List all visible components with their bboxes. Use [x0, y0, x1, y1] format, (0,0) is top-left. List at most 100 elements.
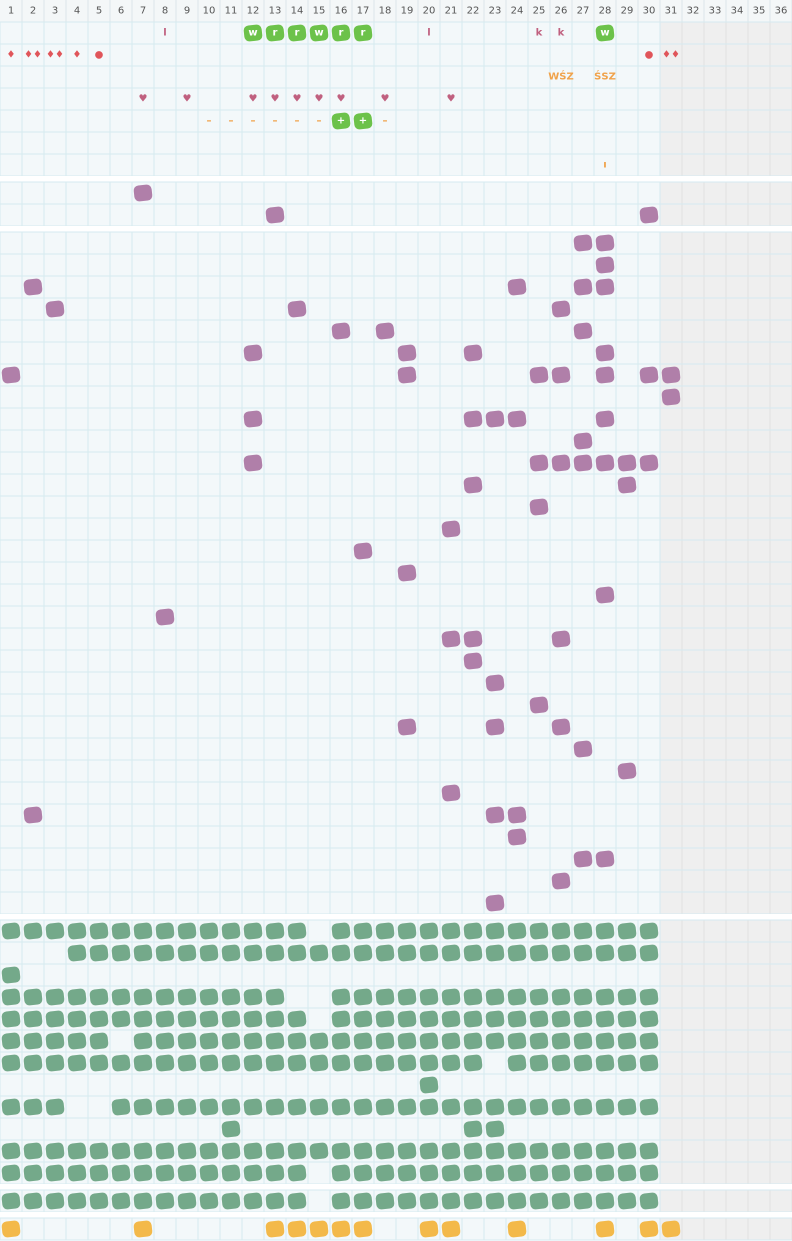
cell-blob — [595, 944, 615, 962]
cell-blob — [419, 1076, 439, 1094]
cell-blob — [265, 1164, 285, 1182]
cell-blob — [45, 1054, 65, 1072]
cell-blob — [397, 1054, 417, 1072]
cell-blob — [111, 988, 131, 1006]
cell-blob — [331, 922, 351, 940]
cell-blob — [133, 944, 153, 962]
cell-blob — [573, 1032, 593, 1050]
cell-blob — [243, 1032, 263, 1050]
cell-blob — [287, 944, 307, 962]
cell-blob — [485, 944, 505, 962]
badge-blob — [265, 24, 285, 42]
cell-blob — [243, 1192, 263, 1210]
cell-blob — [507, 1142, 527, 1160]
cell-symbol: k — [558, 28, 565, 39]
cell-blob — [89, 1032, 109, 1050]
cell-blob — [45, 1032, 65, 1050]
cell-blob — [177, 988, 197, 1006]
cell-blob — [463, 1192, 483, 1210]
cell-blob — [375, 322, 395, 340]
section-gap — [0, 176, 792, 182]
cell-blob — [89, 1010, 109, 1028]
cell-blob — [309, 1098, 329, 1116]
cell-blob — [397, 922, 417, 940]
cell-blob — [485, 410, 505, 428]
cell-blob — [199, 988, 219, 1006]
cell-blob — [265, 988, 285, 1006]
cell-blob — [265, 1142, 285, 1160]
cell-blob — [45, 1164, 65, 1182]
cell-blob — [331, 1142, 351, 1160]
cell-blob — [133, 1032, 153, 1050]
cell-blob — [639, 1010, 659, 1028]
cell-blob — [155, 1010, 175, 1028]
cell-blob — [353, 1054, 373, 1072]
cell-blob — [573, 988, 593, 1006]
column-number: 23 — [489, 6, 502, 17]
cell-blob — [243, 988, 263, 1006]
cell-blob — [419, 1010, 439, 1028]
cell-blob — [463, 1098, 483, 1116]
cell-blob — [331, 322, 351, 340]
cell-blob — [375, 944, 395, 962]
cell-blob — [551, 454, 571, 472]
cell-blob — [177, 922, 197, 940]
cell-blob — [617, 1098, 637, 1116]
cell-blob — [595, 586, 615, 604]
cell-blob — [485, 1164, 505, 1182]
cell-blob — [353, 922, 373, 940]
cell-blob — [1, 1220, 21, 1238]
column-number: 13 — [269, 6, 282, 17]
column-number: 19 — [401, 6, 414, 17]
cell-blob — [111, 1054, 131, 1072]
cell-blob — [529, 1032, 549, 1050]
cell-blob — [265, 1192, 285, 1210]
cell-blob — [529, 366, 549, 384]
cell-blob — [287, 1164, 307, 1182]
column-number: 2 — [30, 6, 36, 17]
badge-text: w — [600, 28, 609, 39]
column-number: 35 — [753, 6, 766, 17]
column-number: 26 — [555, 6, 568, 17]
cell-blob — [507, 828, 527, 846]
cell-symbol: – — [295, 116, 300, 127]
cell-blob — [265, 1098, 285, 1116]
cell-blob — [265, 1010, 285, 1028]
cell-blob — [463, 630, 483, 648]
cell-blob — [485, 922, 505, 940]
cell-blob — [573, 1164, 593, 1182]
cell-blob — [397, 1010, 417, 1028]
cell-blob — [67, 922, 87, 940]
column-number: 32 — [687, 6, 700, 17]
cell-blob — [309, 1032, 329, 1050]
cell-blob — [265, 206, 285, 224]
column-number: 10 — [203, 6, 216, 17]
cell-blob — [507, 1220, 527, 1238]
cell-blob — [353, 1164, 373, 1182]
column-number: 20 — [423, 6, 436, 17]
column-number: 30 — [643, 6, 656, 17]
column-number: 8 — [162, 6, 168, 17]
cell-blob — [397, 1098, 417, 1116]
cell-blob — [529, 944, 549, 962]
cell-symbol: ♥ — [337, 94, 346, 105]
cell-blob — [221, 1054, 241, 1072]
column-number: 27 — [577, 6, 590, 17]
cell-blob — [529, 454, 549, 472]
cell-blob — [551, 944, 571, 962]
section-gap — [0, 914, 792, 920]
cell-blob — [507, 1098, 527, 1116]
section-gap — [0, 226, 792, 232]
cell-blob — [507, 410, 527, 428]
cell-blob — [485, 1032, 505, 1050]
cell-blob — [155, 1032, 175, 1050]
cell-blob — [375, 1192, 395, 1210]
column-number: 28 — [599, 6, 612, 17]
cell-blob — [375, 1010, 395, 1028]
cell-blob — [265, 1054, 285, 1072]
cell-blob — [551, 988, 571, 1006]
column-number: 31 — [665, 6, 678, 17]
cell-blob — [287, 1010, 307, 1028]
cell-blob — [441, 1032, 461, 1050]
cell-blob — [1, 966, 21, 984]
